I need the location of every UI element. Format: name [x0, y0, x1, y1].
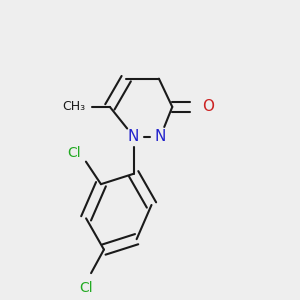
Text: N: N	[155, 129, 166, 144]
Text: Cl: Cl	[79, 281, 93, 295]
Text: N: N	[128, 129, 139, 144]
Text: CH₃: CH₃	[63, 100, 86, 113]
Text: Cl: Cl	[68, 146, 81, 160]
Text: O: O	[202, 99, 214, 114]
